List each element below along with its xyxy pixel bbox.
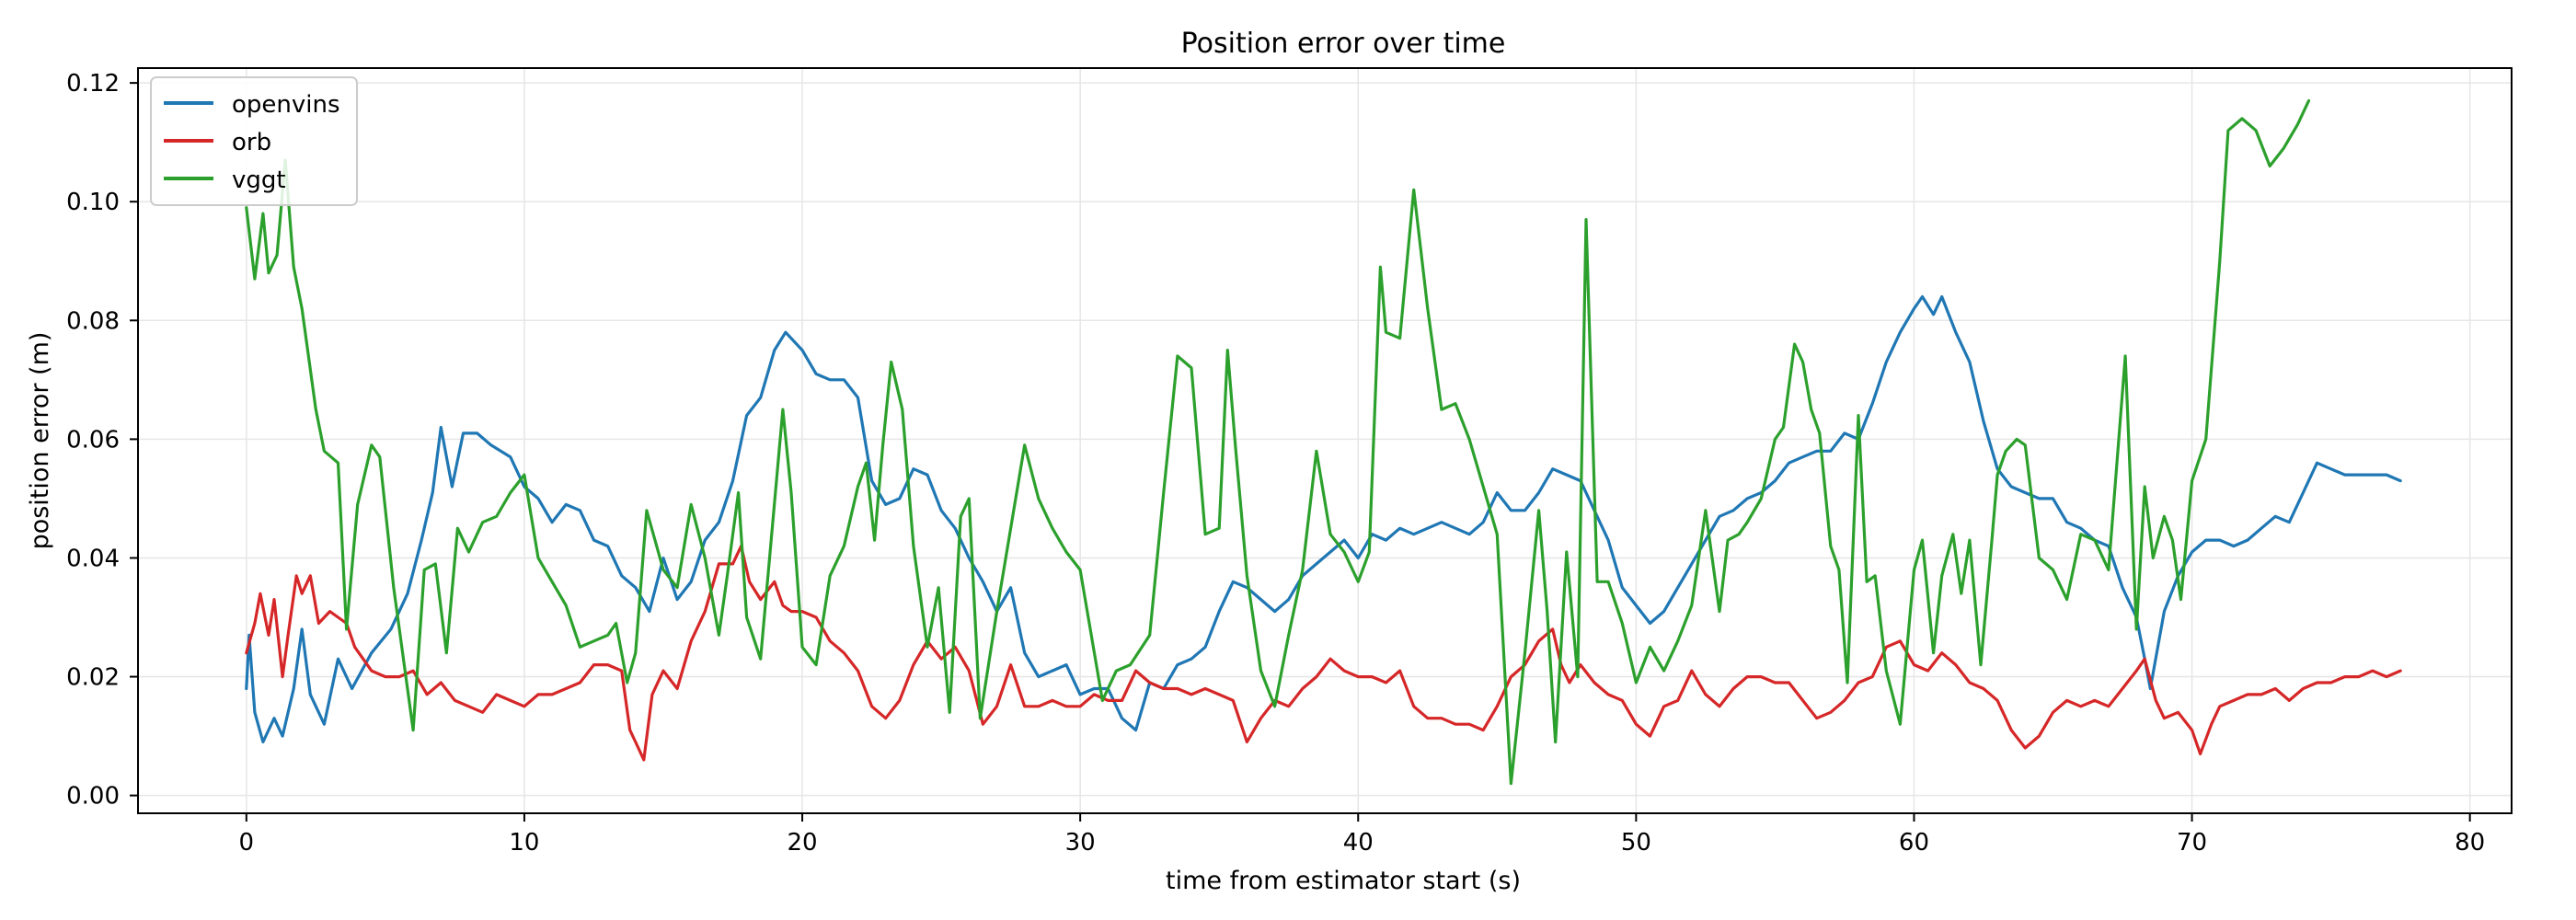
y-tick-label: 0.06 [66,426,120,454]
series-line-orb [245,545,2402,762]
y-axis: 0.00 0.02 0.04 0.06 0.08 0.10 0.12 [66,70,138,811]
y-tick-label: 0.04 [66,545,120,572]
plot-frame [137,67,2513,814]
y-tick-label: 0.12 [66,70,120,98]
x-tick-label: 20 [787,829,817,857]
chart-title: Position error over time [1181,28,1506,60]
x-tick-label: 60 [1899,829,1929,857]
y-tick-label: 0.02 [66,664,120,692]
x-tick-label: 30 [1065,829,1096,857]
y-tick-label: 0.10 [66,189,120,216]
legend-box [150,76,358,206]
x-tick-label: 0 [239,829,255,857]
y-tick-label: 0.08 [66,307,120,335]
y-tick-label: 0.00 [66,783,120,811]
legend-label-orb: orb [232,129,271,156]
x-tick-label: 10 [509,829,539,857]
x-tick-label: 70 [2177,829,2207,857]
series-line-openvins [245,294,2402,744]
legend-label-openvins: openvins [232,91,340,119]
legend: openvins orb vggt [150,76,358,206]
plot-lines [245,98,2402,786]
series-line-vggt [245,98,2311,786]
x-tick-label: 50 [1621,829,1651,857]
x-axis-label: time from estimator start (s) [1166,867,1521,895]
grid-lines [138,68,2512,813]
y-axis-label: position error (m) [26,332,54,550]
legend-label-vggt: vggt [232,167,286,194]
x-axis: 0 10 20 30 40 50 60 70 80 [239,813,2485,857]
x-tick-label: 80 [2455,829,2485,857]
x-tick-label: 40 [1343,829,1374,857]
